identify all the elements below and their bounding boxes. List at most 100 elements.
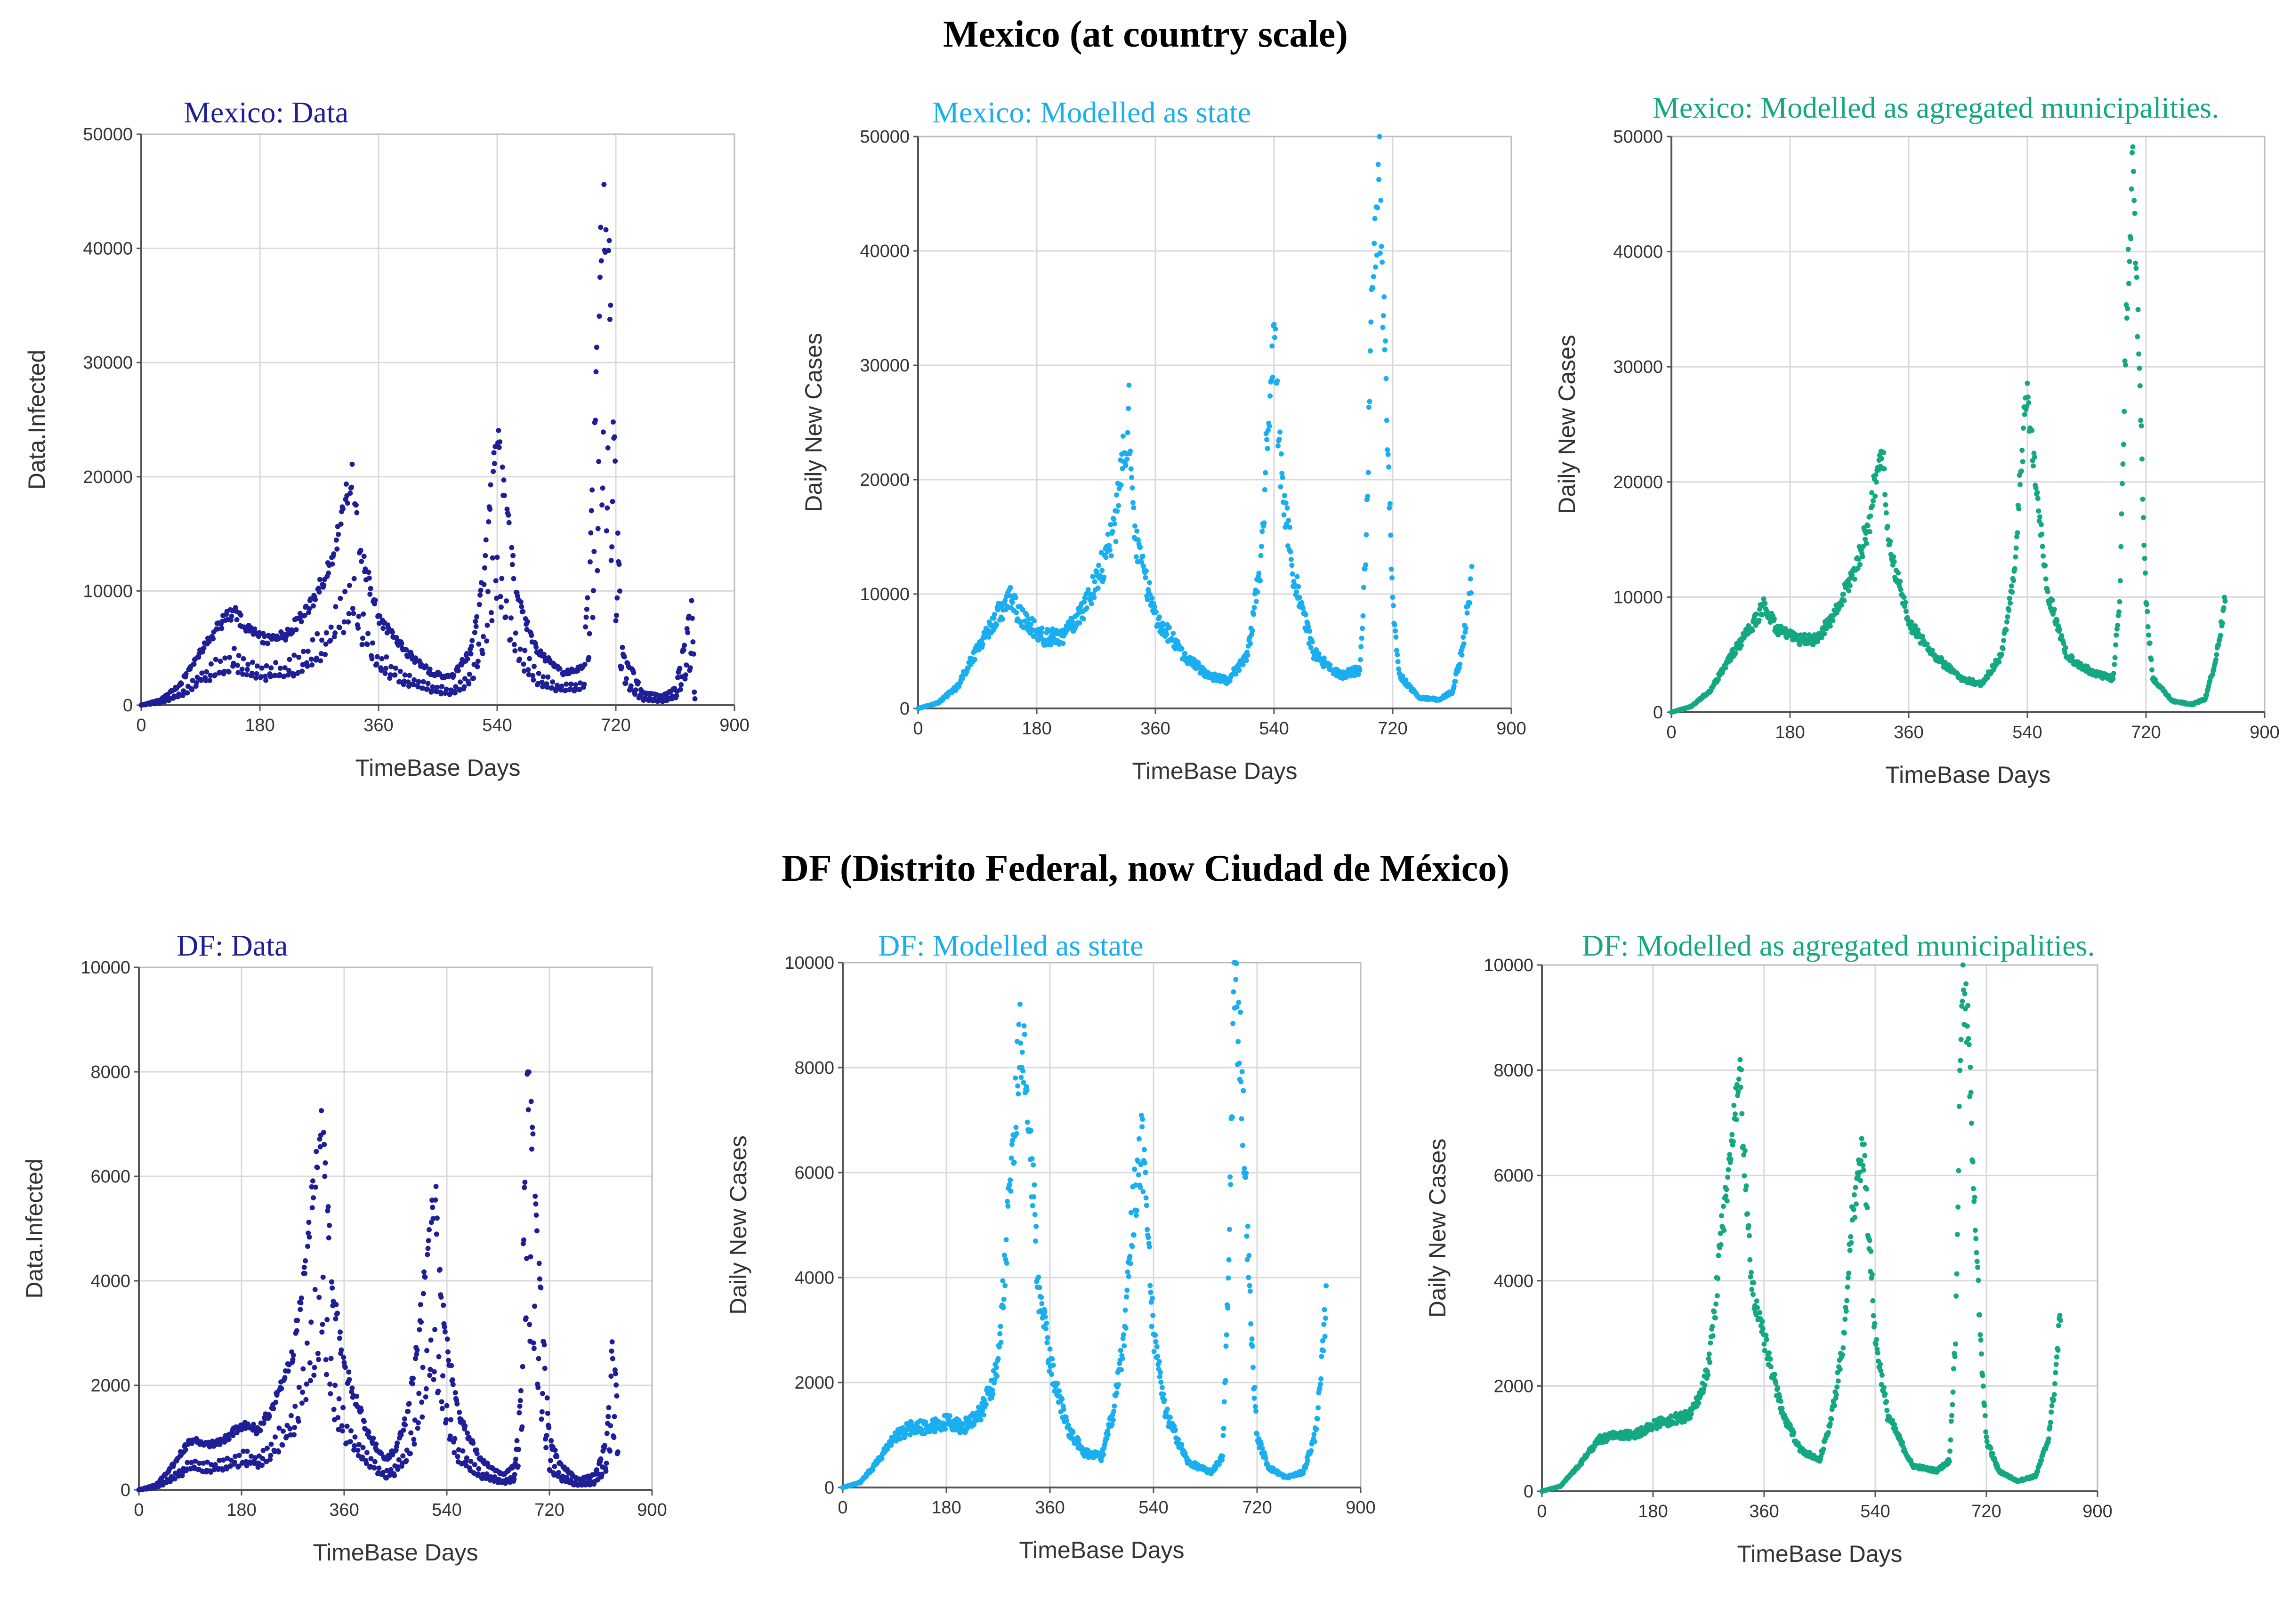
data-point [1314, 1427, 1319, 1432]
data-point [1070, 619, 1075, 624]
data-point [588, 559, 593, 564]
data-point [1153, 1333, 1158, 1338]
data-point [518, 599, 524, 604]
data-point [1865, 523, 1871, 528]
data-point [1044, 1340, 1049, 1345]
data-point [1904, 609, 1909, 614]
data-point [1381, 294, 1387, 299]
data-point [298, 1307, 303, 1312]
data-point [1240, 1143, 1245, 1148]
data-point [436, 1354, 442, 1359]
data-point [2006, 608, 2011, 613]
data-point [1721, 1204, 1726, 1209]
data-point [362, 554, 367, 559]
data-point [379, 656, 385, 661]
data-point [475, 1451, 480, 1456]
data-points [916, 134, 1475, 711]
data-point [292, 1425, 297, 1430]
data-point [2019, 448, 2025, 453]
data-point [1391, 603, 1396, 608]
data-point [1015, 1084, 1020, 1089]
data-point [189, 687, 194, 692]
data-point [683, 672, 688, 677]
data-point [525, 667, 531, 672]
data-point [1754, 1298, 1759, 1303]
data-point [2130, 145, 2136, 150]
data-point [2020, 459, 2025, 464]
data-point [292, 1404, 298, 1409]
data-point [2133, 261, 2138, 266]
data-point [476, 642, 481, 647]
data-point [347, 1377, 352, 1382]
data-point [371, 1436, 376, 1441]
data-point [1220, 1433, 1226, 1438]
data-point [2043, 577, 2049, 582]
data-point [448, 1433, 453, 1439]
data-point [1751, 1280, 1756, 1285]
data-point [1754, 611, 1759, 617]
data-point [1238, 1010, 1243, 1015]
data-point [539, 1416, 544, 1422]
data-point [327, 1223, 332, 1228]
data-point [1465, 611, 1470, 616]
data-point [496, 428, 501, 433]
data-point [1727, 1152, 1732, 1157]
data-point [1295, 574, 1300, 579]
data-point [315, 1165, 320, 1170]
data-point [692, 690, 697, 695]
x-tick-label: 360 [1749, 1502, 1779, 1521]
data-point [1250, 1336, 1255, 1342]
data-point [320, 1322, 325, 1327]
data-point [373, 597, 378, 603]
data-point [2019, 468, 2024, 474]
data-point [450, 1377, 455, 1383]
data-point [278, 666, 283, 671]
data-point [1772, 616, 1777, 621]
data-point [316, 1357, 321, 1362]
data-point [1710, 1333, 1716, 1338]
data-point [1028, 1128, 1033, 1133]
data-point [1725, 1198, 1730, 1204]
data-point [1379, 260, 1385, 265]
data-point [1873, 472, 1879, 477]
data-point [304, 1382, 309, 1387]
data-point [421, 1270, 427, 1275]
x-tick-label: 360 [363, 716, 393, 735]
data-point [584, 607, 589, 612]
data-point [1123, 463, 1129, 468]
data-point [373, 1441, 379, 1447]
y-axis-label: Daily New Cases [1554, 335, 1580, 514]
data-point [384, 654, 389, 659]
data-point [543, 1445, 549, 1450]
data-point [529, 1147, 534, 1152]
data-point [522, 1185, 527, 1190]
data-point [532, 1194, 538, 1199]
data-point [1099, 568, 1105, 573]
data-point [315, 1351, 321, 1356]
data-point [1140, 554, 1146, 559]
data-point [400, 1453, 405, 1458]
data-point [226, 669, 232, 675]
data-point [1230, 1115, 1235, 1120]
data-point [2057, 627, 2062, 632]
data-point [1902, 595, 1907, 600]
data-point [273, 660, 278, 665]
data-point [1296, 584, 1301, 589]
data-point [1022, 1032, 1027, 1037]
data-point [2052, 607, 2057, 612]
data-point [1037, 1285, 1042, 1290]
data-point [415, 1426, 420, 1431]
data-point [522, 1180, 527, 1185]
x-tick-label: 900 [1346, 1498, 1375, 1518]
data-point [1001, 1297, 1007, 1302]
data-point [240, 667, 245, 672]
data-point [2001, 638, 2006, 643]
data-point [306, 1220, 311, 1225]
data-point [283, 637, 288, 643]
data-point [2138, 383, 2143, 388]
data-point [536, 1356, 541, 1361]
data-point [1013, 595, 1018, 600]
data-point [608, 1374, 613, 1379]
data-point [2001, 646, 2006, 651]
